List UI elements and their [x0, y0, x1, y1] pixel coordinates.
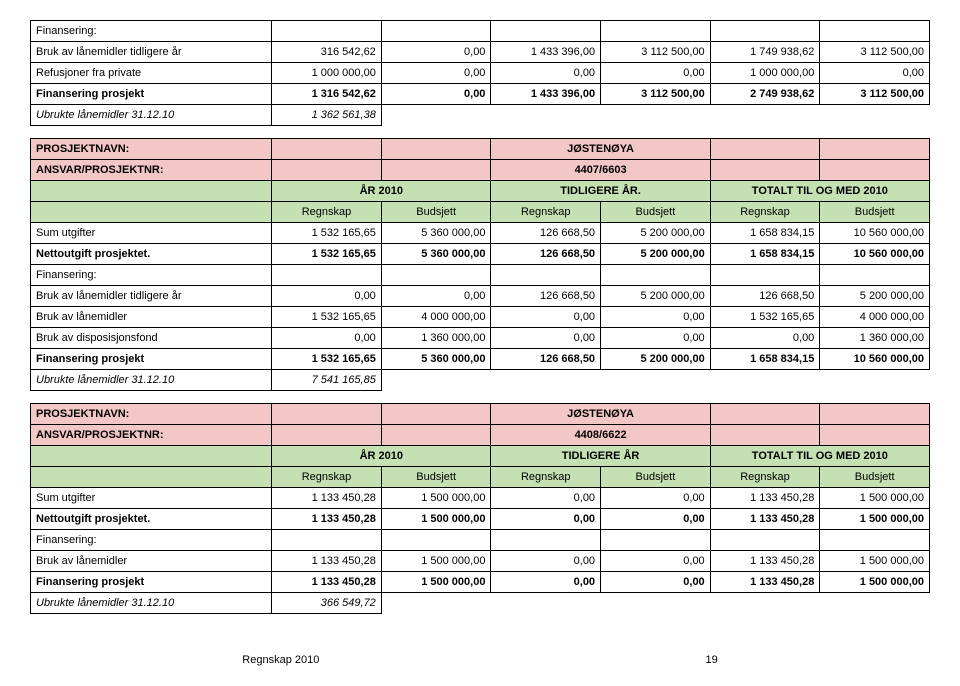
- column-header-row: RegnskapBudsjettRegnskapBudsjettRegnskap…: [31, 467, 930, 488]
- column-header: Budsjett: [601, 202, 711, 223]
- table-jostenoya-4408: PROSJEKTNAVN:JØSTENØYAANSVAR/PROSJEKTNR:…: [30, 403, 930, 614]
- table-row: Sum utgifter1 133 450,281 500 000,000,00…: [31, 488, 930, 509]
- column-group: TOTALT TIL OG MED 2010: [710, 181, 929, 202]
- table-row: Ubrukte lånemidler 31.12.101 362 561,38: [31, 105, 930, 126]
- table-jostenoya-4407: PROSJEKTNAVN:JØSTENØYAANSVAR/PROSJEKTNR:…: [30, 138, 930, 391]
- column-header: Regnskap: [491, 467, 601, 488]
- table-row: Finansering:: [31, 265, 930, 286]
- footer-page: 19: [705, 654, 717, 666]
- table-row: Finansering:: [31, 530, 930, 551]
- table-row: Nettoutgift prosjektet.1 133 450,281 500…: [31, 509, 930, 530]
- prosjektnavn-value: JØSTENØYA: [491, 139, 710, 160]
- project-nr-row: ANSVAR/PROSJEKTNR: 4408/6622: [31, 425, 930, 446]
- table-row: Nettoutgift prosjektet.1 532 165,655 360…: [31, 244, 930, 265]
- table-row: Sum utgifter1 532 165,655 360 000,00126 …: [31, 223, 930, 244]
- prosjektnavn-label: PROSJEKTNAVN:: [31, 404, 272, 425]
- ansvar-label: ANSVAR/PROSJEKTNR:: [31, 425, 272, 446]
- column-group: ÅR 2010: [272, 446, 491, 467]
- table-row: Ubrukte lånemidler 31.12.10366 549,72: [31, 593, 930, 614]
- column-group-row: ÅR 2010TIDLIGERE ÅR.TOTALT TIL OG MED 20…: [31, 181, 930, 202]
- project-nr-row: ANSVAR/PROSJEKTNR: 4407/6603: [31, 160, 930, 181]
- column-header: Budsjett: [820, 467, 930, 488]
- ansvar-value: 4408/6622: [491, 425, 710, 446]
- project-name-row: PROSJEKTNAVN: JØSTENØYA: [31, 139, 930, 160]
- column-group: TIDLIGERE ÅR: [491, 446, 710, 467]
- column-group: TIDLIGERE ÅR.: [491, 181, 710, 202]
- ansvar-value: 4407/6603: [491, 160, 710, 181]
- column-header: Budsjett: [601, 467, 711, 488]
- table-row: Refusjoner fra private1 000 000,000,000,…: [31, 63, 930, 84]
- page-footer: Regnskap 2010 19: [30, 654, 930, 666]
- column-header: Budsjett: [820, 202, 930, 223]
- table-row: Bruk av lånemidler tidligere år316 542,6…: [31, 42, 930, 63]
- table-row: Finansering prosjekt1 532 165,655 360 00…: [31, 349, 930, 370]
- footer-title: Regnskap 2010: [242, 654, 319, 666]
- table-row: Bruk av lånemidler1 532 165,654 000 000,…: [31, 307, 930, 328]
- table-row: Bruk av lånemidler tidligere år0,000,001…: [31, 286, 930, 307]
- column-header: Regnskap: [491, 202, 601, 223]
- column-header: Budsjett: [381, 202, 491, 223]
- column-group: ÅR 2010: [272, 181, 491, 202]
- table-row: Ubrukte lånemidler 31.12.107 541 165,85: [31, 370, 930, 391]
- table-row: Finansering:: [31, 21, 930, 42]
- column-header-row: RegnskapBudsjettRegnskapBudsjettRegnskap…: [31, 202, 930, 223]
- prosjektnavn-value: JØSTENØYA: [491, 404, 710, 425]
- column-header: Regnskap: [272, 467, 382, 488]
- table-row: Finansering prosjekt1 316 542,620,001 43…: [31, 84, 930, 105]
- column-header: Regnskap: [710, 467, 820, 488]
- project-name-row: PROSJEKTNAVN: JØSTENØYA: [31, 404, 930, 425]
- table-row: Bruk av lånemidler1 133 450,281 500 000,…: [31, 551, 930, 572]
- table-row: Finansering prosjekt1 133 450,281 500 00…: [31, 572, 930, 593]
- ansvar-label: ANSVAR/PROSJEKTNR:: [31, 160, 272, 181]
- column-group-row: ÅR 2010TIDLIGERE ÅRTOTALT TIL OG MED 201…: [31, 446, 930, 467]
- column-header: Regnskap: [710, 202, 820, 223]
- table-row: Bruk av disposisjonsfond0,001 360 000,00…: [31, 328, 930, 349]
- table-top: Finansering:Bruk av lånemidler tidligere…: [30, 20, 930, 126]
- column-header: Budsjett: [381, 467, 491, 488]
- prosjektnavn-label: PROSJEKTNAVN:: [31, 139, 272, 160]
- column-group: TOTALT TIL OG MED 2010: [710, 446, 929, 467]
- column-header: Regnskap: [272, 202, 382, 223]
